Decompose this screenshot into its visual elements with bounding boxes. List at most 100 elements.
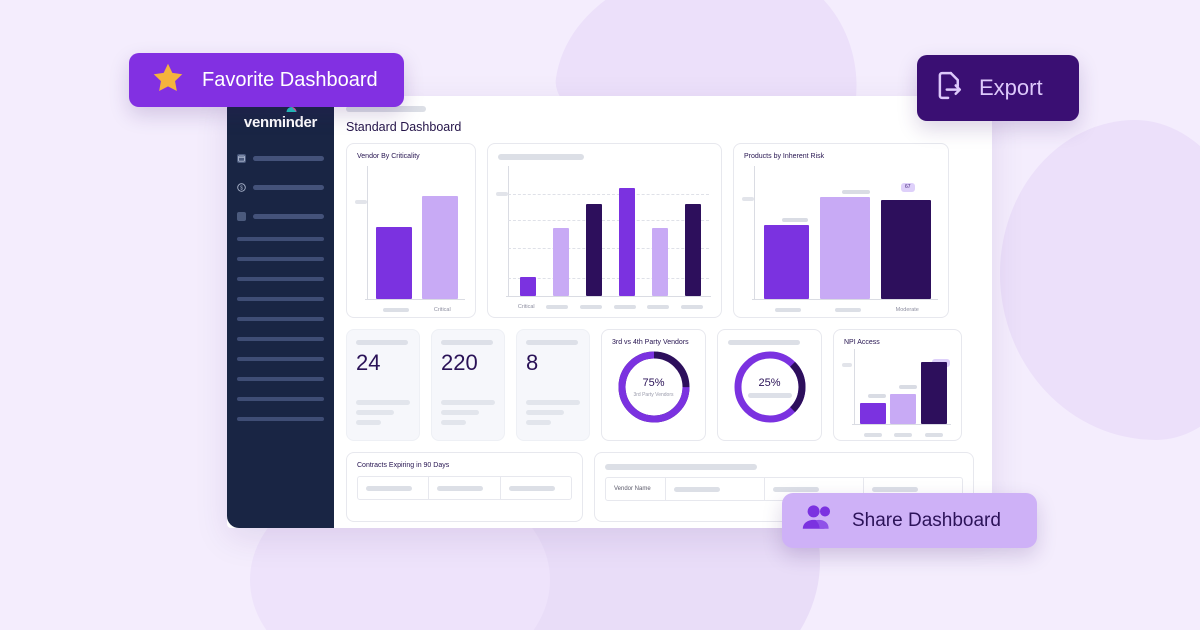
y-tick-label: [496, 192, 508, 196]
y-axis: [754, 166, 755, 300]
bar-1: [890, 394, 917, 424]
bar-0: [376, 227, 412, 299]
card-npi-access[interactable]: NPI Access: [833, 329, 962, 441]
stat-card-2[interactable]: 8: [516, 329, 590, 441]
x-label-2: [580, 305, 603, 309]
sidebar-item-7[interactable]: [237, 297, 324, 301]
x-label-4: [647, 305, 670, 309]
x-axis-labels: [858, 433, 949, 437]
donut-chart-0: 75% 3rd Party Vendors: [602, 349, 705, 425]
donut-sublabel-1: [747, 392, 792, 398]
sidebar-item-13[interactable]: [237, 417, 324, 421]
table-header-contracts: [357, 476, 572, 500]
bar-series: [858, 349, 949, 424]
table-column-header[interactable]: [429, 477, 501, 499]
sidebar-item-8[interactable]: [237, 317, 324, 321]
card-vendor-by-criticality[interactable]: Vendor By Criticality Critical: [346, 143, 476, 318]
x-axis-labels: Critical: [512, 304, 709, 310]
sidebar-item-2-label: [253, 184, 324, 190]
x-label-1: Critical: [433, 307, 451, 313]
favorite-dashboard-button[interactable]: Favorite Dashboard: [129, 53, 404, 107]
table-column-header[interactable]: [666, 478, 765, 500]
table-column-header[interactable]: [864, 478, 962, 500]
stat-value-1: 220: [441, 350, 478, 375]
donut-sublabel-0: 3rd Party Vendors: [633, 391, 674, 398]
stat-detail-2: [526, 400, 580, 425]
card-title-products-by-inherent-risk: Products by Inherent Risk: [744, 153, 825, 160]
stat-detail-0: [356, 400, 410, 425]
stat-card-1[interactable]: 220: [431, 329, 505, 441]
sidebar-item-1[interactable]: [227, 150, 334, 166]
table-column-header[interactable]: [501, 477, 571, 499]
card-title-npi-access: NPI Access: [844, 339, 880, 346]
table-column-header[interactable]: [765, 478, 864, 500]
sidebar-item-3[interactable]: [227, 208, 334, 224]
x-axis: [365, 299, 465, 300]
export-document-icon: [933, 69, 966, 107]
sidebar: venminder $: [227, 96, 334, 528]
stat-detail-1: [441, 400, 495, 425]
bar-series: [512, 166, 709, 296]
y-tick-label: [355, 200, 367, 204]
x-label-1: [835, 308, 862, 312]
gridline-3: [508, 248, 709, 249]
card-donut-3rd-vs-4th-party[interactable]: 3rd vs 4th Party Vendors 75% 3rd Party V…: [601, 329, 706, 441]
sidebar-item-11[interactable]: [237, 377, 324, 381]
share-dashboard-label: Share Dashboard: [852, 509, 1001, 531]
bar-1: [422, 196, 458, 299]
bar-series: [758, 166, 936, 299]
donut-value-0: 75%: [642, 376, 665, 389]
stat-value-0: 24: [356, 350, 381, 375]
donut-chart-1: 25%: [718, 349, 821, 425]
sidebar-item-4[interactable]: [237, 237, 324, 241]
main-content: Standard Dashboard Vendor By Criticality: [334, 96, 992, 528]
bar-5: [684, 204, 701, 296]
stat-label-0: [356, 340, 408, 345]
table-column-header-vendor-name[interactable]: Vendor Name: [606, 478, 666, 500]
card-title-donut-1: [728, 340, 800, 345]
bar-2: [920, 362, 947, 424]
dashboard-window: venminder $: [227, 96, 992, 528]
gridline-2: [508, 220, 709, 221]
tables-row: Contracts Expiring in 90 Days Vendor Nam…: [346, 452, 982, 522]
sidebar-logo[interactable]: venminder: [227, 107, 334, 134]
sidebar-item-9[interactable]: [237, 337, 324, 341]
bar-1: [553, 228, 570, 296]
svg-text:$: $: [240, 185, 243, 191]
gridline-1: [508, 194, 709, 195]
stat-label-2: [526, 340, 578, 345]
card-donut-secondary[interactable]: 25%: [717, 329, 822, 441]
card-contracts-expiring[interactable]: Contracts Expiring in 90 Days: [346, 452, 583, 522]
x-label-2: [924, 433, 943, 437]
card-title-middle-chart: [498, 154, 584, 160]
chart-row: Vendor By Criticality Critical: [346, 143, 982, 318]
card-title-contracts-expiring: Contracts Expiring in 90 Days: [357, 462, 450, 469]
share-dashboard-button[interactable]: Share Dashboard: [782, 493, 1037, 548]
sidebar-item-2[interactable]: $: [227, 179, 334, 195]
bar-4: [651, 228, 668, 296]
sidebar-item-1-label: [253, 155, 324, 161]
bar-0: [763, 225, 809, 299]
y-tick-label: [742, 197, 754, 201]
star-icon: [150, 60, 186, 101]
x-label-0: Critical: [517, 304, 535, 310]
sidebar-item-6[interactable]: [237, 277, 324, 281]
table-column-header[interactable]: [358, 477, 430, 499]
x-label-5: [681, 305, 704, 309]
sidebar-item-5[interactable]: [237, 257, 324, 261]
chart-npi-access: [842, 349, 951, 437]
card-title-vendor-by-criticality: Vendor By Criticality: [357, 153, 420, 160]
people-icon: [801, 503, 837, 538]
square-icon: [237, 211, 246, 221]
card-products-by-inherent-risk[interactable]: Products by Inherent Risk 67: [733, 143, 949, 318]
card-middle-chart[interactable]: Critical: [487, 143, 722, 318]
y-axis: [854, 349, 855, 425]
card-title-donut-0: 3rd vs 4th Party Vendors: [612, 339, 689, 346]
dollar-icon: $: [237, 182, 246, 192]
chart-middle: Critical: [496, 166, 711, 310]
export-button[interactable]: Export: [917, 55, 1079, 121]
sidebar-item-12[interactable]: [237, 397, 324, 401]
stat-card-0[interactable]: 24: [346, 329, 420, 441]
sidebar-item-10[interactable]: [237, 357, 324, 361]
favorite-dashboard-label: Favorite Dashboard: [202, 68, 378, 91]
